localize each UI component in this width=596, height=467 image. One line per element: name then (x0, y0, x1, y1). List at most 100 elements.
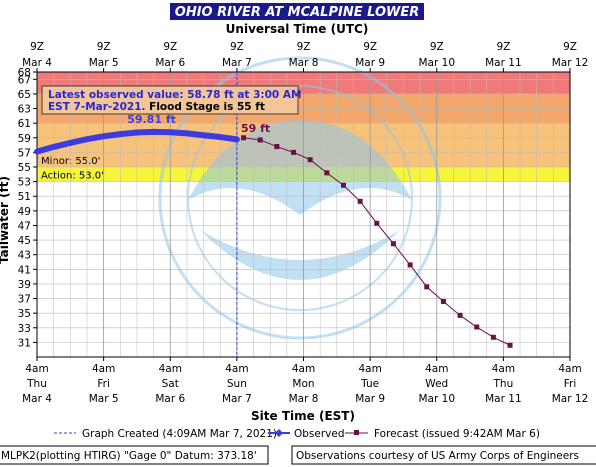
bottom-tick-time: 4am (492, 363, 515, 375)
observed-point (67, 140, 73, 146)
top-tick-time: 9Z (30, 41, 44, 53)
footer-source: Observations courtesy of US Army Corps o… (296, 450, 579, 462)
top-tick-date: Mar 11 (485, 57, 522, 69)
top-tick-time: 9Z (97, 41, 111, 53)
top-tick-date: Mar 9 (355, 57, 385, 69)
latest-line2: EST 7-Mar-2021. Flood Stage is 55 ft (48, 101, 265, 113)
watermark-inner-ring (187, 85, 413, 311)
top-tick-date: Mar 12 (552, 57, 589, 69)
observed-point (201, 132, 207, 138)
bottom-tick-time: 4am (159, 363, 182, 375)
bottom-tick-day: Fri (97, 378, 110, 390)
title-bar (170, 3, 424, 20)
y-tick-label: 55 (18, 162, 31, 174)
forecast-peak-label: 59 ft (241, 122, 270, 135)
observed-point (184, 130, 190, 136)
bottom-tick-date: Mar 6 (155, 393, 185, 405)
top-tick-date: Mar 7 (222, 57, 252, 69)
observed-point (167, 129, 173, 135)
bottom-tick-date: Mar 12 (552, 393, 589, 405)
forecast-point (307, 157, 313, 163)
y-tick-label: 51 (18, 191, 31, 203)
bottom-tick-date: Mar 4 (22, 393, 52, 405)
observed-point (84, 136, 90, 142)
forecast-point (407, 262, 413, 268)
flood-stage-text: Flood Stage is 55 ft (149, 101, 265, 113)
bottom-tick-day: Mon (292, 378, 314, 390)
top-tick-date: Mar 5 (89, 57, 119, 69)
top-tick-time: 9Z (363, 41, 377, 53)
y-tick-label: 45 (18, 235, 31, 247)
y-tick-label: 31 (18, 337, 31, 349)
footer-datum: MLPK2(plotting HTIRG) "Gage 0" Datum: 37… (1, 450, 257, 462)
y-tick-label: 37 (18, 294, 31, 306)
legend-created-label: Graph Created (4:09AM Mar 7, 2021) (82, 428, 277, 440)
bottom-tick-date: Mar 8 (289, 393, 319, 405)
y-tick-label: 41 (18, 264, 31, 276)
legend: Graph Created (4:09AM Mar 7, 2021) Obser… (54, 428, 540, 440)
forecast-point (390, 241, 396, 247)
forecast-point (241, 135, 247, 141)
observed-point (151, 129, 157, 135)
observed-point (117, 131, 123, 137)
top-tick-date: Mar 8 (289, 57, 319, 69)
y-tick-label: 43 (18, 250, 31, 262)
y-tick-label: 47 (18, 220, 31, 232)
observed-peak-label: 59.81 ft (127, 113, 176, 126)
bottom-tick-time: 4am (292, 363, 315, 375)
top-tick-time: 9Z (430, 41, 444, 53)
bottom-tick-day: Fri (564, 378, 577, 390)
latest-date: EST 7-Mar-2021. (48, 101, 146, 113)
observed-point (51, 144, 57, 150)
band-label-action: Action: 53.0' (41, 171, 104, 182)
y-tick-label: 33 (18, 323, 31, 335)
forecast-point (424, 284, 430, 290)
observed-point (234, 136, 240, 142)
bottom-axis-title: Site Time (EST) (251, 409, 355, 423)
top-tick-time: 9Z (563, 41, 577, 53)
bottom-tick-date: Mar 11 (485, 393, 522, 405)
bottom-tick-date: Mar 5 (89, 393, 119, 405)
forecast-point (257, 137, 263, 143)
legend-forecast-label: Forecast (issued 9:42AM Mar 6) (374, 428, 540, 440)
chart-title: OHIO RIVER AT MCALPINE LOWER (175, 5, 419, 20)
forecast-point (490, 334, 496, 340)
bottom-tick-day: Wed (425, 378, 448, 390)
legend-forecast-marker (354, 430, 359, 435)
bottom-tick-date: Mar 7 (222, 393, 252, 405)
y-tick-label: 59 (18, 133, 31, 145)
forecast-point (374, 220, 380, 226)
bottom-tick-day: Thu (493, 378, 514, 390)
footer-right-box (291, 445, 596, 465)
latest-line1: Latest observed value: 58.78 ft at 3:00 … (48, 89, 301, 101)
observed-point (34, 149, 40, 155)
observed-point (101, 133, 107, 139)
forecast-point (274, 144, 280, 150)
y-tick-label: 63 (18, 104, 31, 116)
watermark-ring (158, 56, 442, 340)
bottom-tick-day: Sun (227, 378, 247, 390)
observed-point (217, 134, 223, 140)
top-tick-time: 9Z (230, 41, 244, 53)
bottom-tick-time: 4am (425, 363, 448, 375)
y-tick-label: 39 (18, 279, 31, 291)
bottom-tick-time: 4am (225, 363, 248, 375)
footer-left-box (0, 445, 269, 465)
y-tick-label: 67 (18, 74, 31, 86)
bottom-tick-day: Sat (162, 378, 179, 390)
top-tick-time: 9Z (163, 41, 177, 53)
top-tick-time: 9Z (496, 41, 510, 53)
bottom-tick-time: 4am (25, 363, 48, 375)
watermark-gull (188, 120, 412, 215)
bottom-tick-time: 4am (558, 363, 581, 375)
band-label-minor: Minor: 55.0' (41, 156, 100, 167)
top-tick-date: Mar 6 (155, 57, 185, 69)
bottom-tick-time: 4am (92, 363, 115, 375)
observed-point (134, 130, 140, 136)
forecast-point (440, 298, 446, 304)
legend-observed-label: Observed (294, 428, 345, 440)
bottom-tick-date: Mar 10 (418, 393, 455, 405)
latest-observed-box: Latest observed value: 58.78 ft at 3:00 … (41, 85, 301, 115)
y-tick-label: 35 (18, 308, 31, 320)
